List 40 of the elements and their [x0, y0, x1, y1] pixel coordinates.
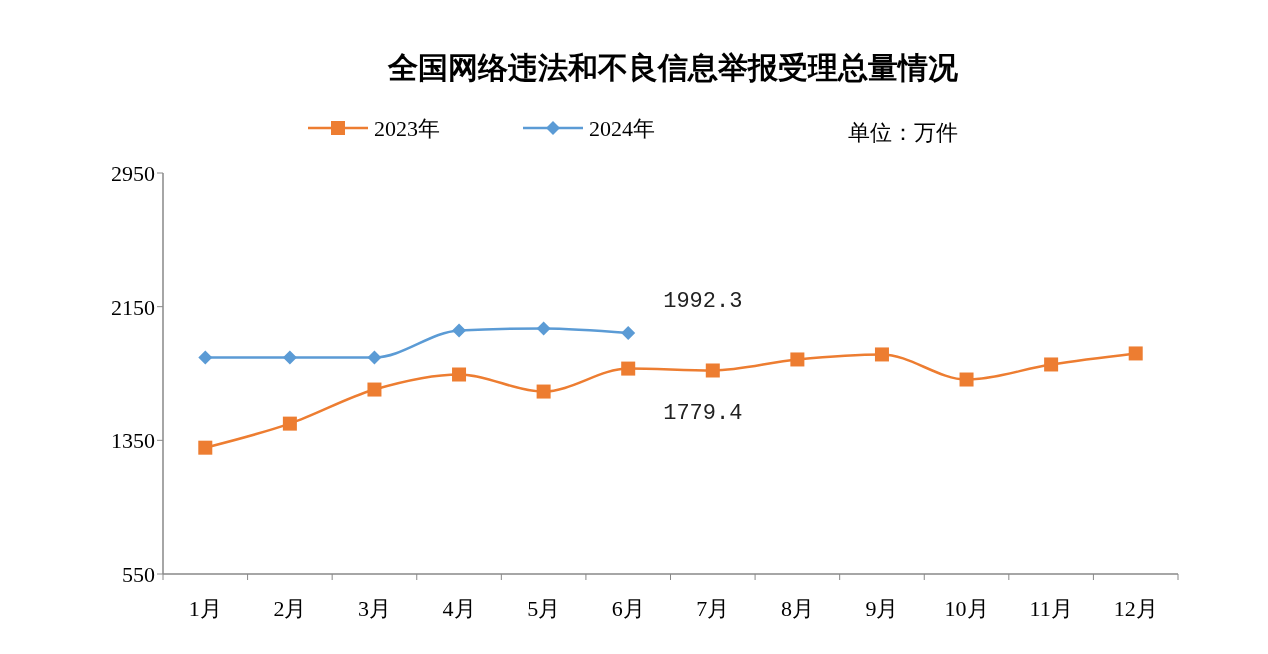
data-label: 1992.3 [663, 289, 743, 315]
x-tick-label: 10月 [944, 596, 989, 621]
point [1128, 346, 1143, 361]
legend-label: 2023年 [374, 116, 440, 141]
point [874, 347, 889, 362]
x-tick-label: 4月 [442, 596, 476, 621]
point [705, 363, 720, 378]
point [282, 416, 297, 431]
x-tick-label: 5月 [527, 596, 561, 621]
x-tick-label: 12月 [1113, 596, 1158, 621]
point [1044, 357, 1059, 372]
legend-label: 2024年 [589, 116, 655, 141]
point [621, 326, 636, 341]
x-tick-label: 9月 [865, 596, 899, 621]
point [367, 350, 382, 365]
y-tick-label: 1350 [111, 428, 155, 454]
x-tick-label: 2月 [273, 596, 307, 621]
chart-title: 全国网络违法和不良信息举报受理总量情况 [387, 50, 959, 85]
point [452, 323, 467, 338]
x-tick-label: 11月 [1029, 596, 1073, 621]
x-tick-label: 8月 [780, 596, 814, 621]
point [536, 321, 551, 336]
x-tick-label: 3月 [357, 596, 391, 621]
point [536, 384, 551, 399]
point [452, 367, 467, 382]
point [282, 350, 297, 365]
y-tick-label: 2950 [111, 161, 155, 186]
point [790, 352, 805, 367]
point [621, 361, 636, 376]
x-tick-label: 7月 [696, 596, 730, 621]
x-tick-label: 6月 [611, 596, 645, 621]
point [959, 372, 974, 387]
y-tick-label: 2150 [111, 294, 155, 320]
x-tick-label: 1月 [188, 596, 222, 621]
data-label: 1779.4 [663, 400, 743, 426]
point [198, 350, 213, 365]
text: 单位：万件 [848, 120, 958, 145]
point [198, 440, 213, 455]
y-tick-label: 550 [122, 562, 155, 587]
point [367, 382, 382, 397]
